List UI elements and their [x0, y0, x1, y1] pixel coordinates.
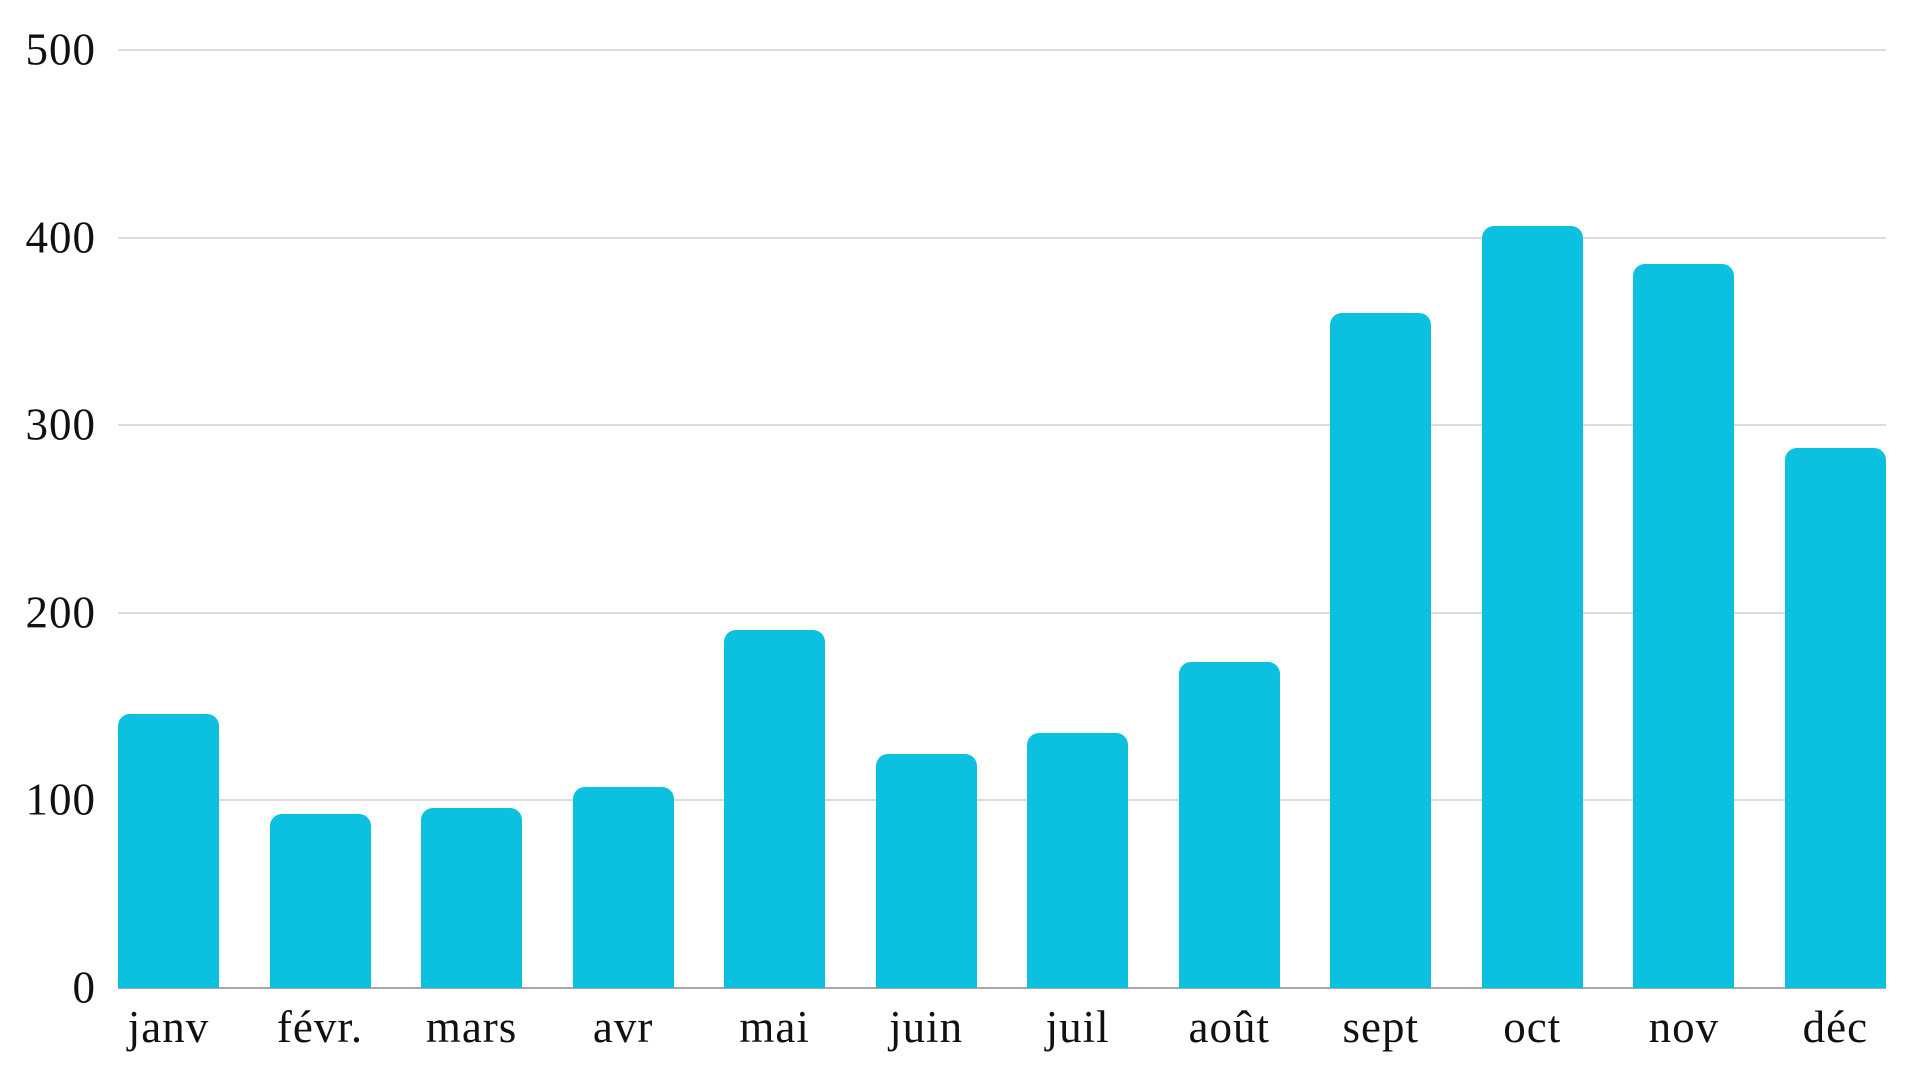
bar-aot: [1178, 661, 1280, 988]
x-tick-label: nov: [1648, 1002, 1720, 1052]
bars-row: [118, 50, 1886, 988]
x-tick-label: avr: [592, 1002, 654, 1052]
bar-mars: [421, 807, 523, 988]
x-axis: janv févr. mars avr mai juin juil août sept oct no…: [118, 1000, 1886, 1054]
x-tick-label: oct: [1503, 1002, 1562, 1052]
x-tick-label: mars: [425, 1002, 518, 1052]
x-tick-label: août: [1188, 1002, 1270, 1052]
y-tick-label: 200: [25, 587, 96, 638]
bar-avr: [572, 787, 674, 988]
x-tick-label: mai: [739, 1002, 810, 1052]
y-tick-label: 300: [25, 399, 96, 450]
x-tick-label: sept: [1342, 1002, 1419, 1052]
gridline: [118, 49, 1886, 51]
gridline: [118, 799, 1886, 802]
x-tick-label: juin: [889, 1002, 964, 1052]
bar-juil: [1027, 732, 1129, 988]
bar-nov: [1633, 263, 1735, 988]
gridline: [118, 424, 1886, 427]
x-tick-label: juil: [1045, 1002, 1110, 1052]
y-tick-label: 0: [72, 962, 96, 1013]
x-tick-label: févr.: [276, 1002, 364, 1052]
bar-juin: [875, 753, 977, 988]
bar-mai: [724, 629, 826, 988]
gridline: [118, 611, 1886, 614]
x-tick-label: janv: [127, 1002, 210, 1052]
bar-sept: [1330, 312, 1432, 988]
bar-dc: [1784, 447, 1886, 988]
y-tick-label: 400: [25, 212, 96, 263]
gridline: [118, 236, 1886, 239]
plot-area: [118, 49, 1886, 989]
bar-oct: [1481, 226, 1583, 988]
y-tick-label: 500: [25, 24, 96, 75]
x-axis-line: [118, 987, 1886, 989]
y-tick-label: 100: [25, 774, 96, 825]
bar-janv: [118, 714, 219, 988]
bar-fvr: [269, 813, 371, 988]
x-tick-label: déc: [1802, 1002, 1869, 1052]
y-axis: 0 100 200 300 400 500: [0, 27, 96, 1010]
